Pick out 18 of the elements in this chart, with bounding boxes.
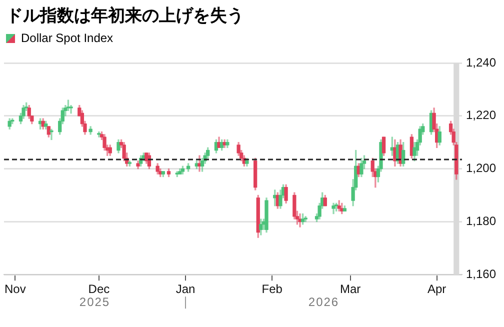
x-tick-label: Dec: [88, 282, 110, 296]
x-tick-label: Mar: [340, 282, 361, 296]
text: 2025: [79, 294, 110, 309]
candlestick: [50, 128, 54, 140]
x-tick-label: Feb: [262, 282, 283, 296]
x-tick-label: Jan: [176, 282, 196, 296]
x-tick-label: Nov: [4, 282, 26, 296]
y-tick-label: 1,220: [466, 108, 496, 122]
x-tick-label: Apr: [427, 282, 446, 296]
y-tick-label: 1,200: [466, 161, 496, 176]
legend-label: Dollar Spot Index: [21, 31, 114, 45]
chart-title: ドル指数は年初来の上げを失う: [5, 5, 245, 27]
candlestick: [69, 104, 73, 114]
y-tick-label: 1,180: [466, 214, 496, 228]
y-tick-label: 1,160: [466, 266, 496, 281]
text: 2026: [308, 294, 340, 309]
y-tick-label: 1,240: [466, 55, 496, 70]
candlestick: [97, 131, 101, 138]
